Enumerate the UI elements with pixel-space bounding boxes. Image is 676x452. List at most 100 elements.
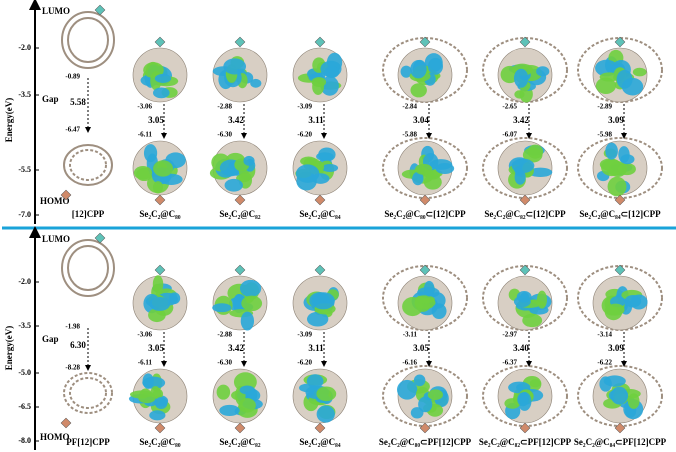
marker: [614, 264, 626, 276]
orbital-lobe: [312, 78, 324, 95]
marker: [154, 264, 166, 276]
tick-label: -5.5: [18, 165, 31, 174]
marker: [519, 422, 531, 434]
orbital-lobe: [412, 171, 424, 186]
marker: [314, 194, 326, 206]
orbital-lobe: [241, 295, 263, 312]
orbital-lobe: [514, 169, 526, 185]
orbital-lobe: [250, 78, 262, 88]
orbital-lobe: [148, 308, 166, 323]
orbital-lobe: [168, 292, 181, 305]
nanoring: [482, 265, 568, 331]
tick-label: -3.5: [18, 321, 31, 330]
marker: [234, 264, 246, 276]
orbital-lobe: [238, 398, 256, 413]
orbital-lobe: [143, 144, 158, 163]
orbital-lobe: [410, 60, 427, 79]
orbital-lobe: [216, 384, 231, 400]
homo-energy: -6.11: [138, 359, 153, 367]
lumo-label: LUMO: [42, 6, 70, 16]
homo-energy: -6.30: [217, 359, 232, 367]
column-name: Se₂C₂@C₈₄: [299, 209, 340, 219]
orbital-lobe: [423, 174, 442, 190]
lumo-label: LUMO: [42, 234, 70, 244]
lumo-energy: -3.11: [403, 331, 418, 339]
gap-value: 3.05: [148, 343, 164, 353]
orbital-lobe: [427, 57, 444, 75]
homo-energy: -6.47: [65, 126, 80, 134]
tick-label: -2.0: [18, 43, 31, 52]
marker: [314, 264, 326, 276]
orbital-lobe: [239, 279, 262, 298]
orbital-lobe: [400, 65, 412, 78]
lumo-energy: -1.98: [65, 323, 80, 331]
nanoring: [482, 37, 568, 103]
orbital-lobe: [427, 389, 443, 400]
lumo-energy: -2.97: [502, 331, 517, 339]
orbital-lobe: [435, 162, 455, 174]
homo-energy: -5.88: [402, 131, 417, 139]
orbital-lobe: [149, 296, 171, 311]
orbital-lobe: [504, 398, 521, 409]
gap-value: 3.11: [308, 343, 324, 353]
orbital-lobe: [627, 393, 640, 409]
homo-energy: -6.11: [138, 131, 153, 139]
marker: [60, 417, 72, 429]
column-name: Se₂C₂@C₈₂: [219, 437, 260, 447]
orbital-lobe: [321, 163, 339, 173]
gap-value: 3.40: [513, 343, 529, 353]
nanoring: [577, 37, 663, 103]
marker: [234, 36, 246, 48]
gap-value: 3.04: [413, 115, 429, 125]
orbital-lobe: [154, 73, 172, 83]
column-name: Se₂C₂@C₈₂: [219, 209, 260, 219]
marker: [234, 422, 246, 434]
nanoring: [63, 372, 113, 414]
lumo-energy: -3.06: [137, 331, 152, 339]
marker: [519, 264, 531, 276]
column-name: Se₂C₂@C₈₀⊂[12]CPP: [384, 209, 466, 219]
homo-energy: -6.07: [502, 131, 517, 139]
marker: [314, 422, 326, 434]
orbital-lobe: [529, 379, 541, 388]
orbital-lobe: [243, 155, 255, 166]
orbital-lobe: [152, 275, 164, 294]
orbital-lobe: [413, 374, 426, 387]
column-name: Se₂C₂@C₈₀⊂PF[12]CPP: [379, 437, 472, 447]
homo-energy: -6.20: [297, 131, 312, 139]
tick-label: -3.5: [18, 90, 31, 99]
orbital-lobe: [154, 396, 168, 409]
orbital-lobe: [415, 163, 433, 175]
nanoring: [69, 377, 107, 409]
marker: [419, 194, 431, 206]
tick-label: -8.0: [18, 436, 31, 445]
tick-label: -2.0: [18, 277, 31, 286]
column-name: [12]CPP: [72, 209, 105, 219]
nanoring: [69, 149, 107, 181]
orbital-lobe: [219, 404, 240, 416]
orbital-lobe: [138, 392, 156, 404]
column-name: Se₂C₂@C₈₀: [139, 437, 180, 447]
marker: [419, 422, 431, 434]
marker: [154, 194, 166, 206]
orbital-lobe: [522, 313, 543, 328]
homo-energy: -6.37: [502, 359, 517, 367]
orbital-lobe: [224, 178, 243, 192]
orbital-lobe: [306, 311, 329, 327]
orbital-lobe: [223, 58, 247, 75]
gap-value: 5.58: [70, 97, 86, 107]
lumo-energy: -3.09: [297, 331, 312, 339]
column-name: Se₂C₂@C₈₄⊂PF[12]CPP: [574, 437, 667, 447]
orbital-lobe: [324, 66, 340, 79]
orbital-lobe: [527, 144, 544, 159]
orbital-lobe: [517, 392, 529, 407]
marker: [614, 36, 626, 48]
tick-label: -6.5: [18, 402, 31, 411]
axis-label: Energy(eV): [4, 326, 14, 371]
gap-value: 3.05: [413, 343, 429, 353]
marker: [154, 36, 166, 48]
lumo-energy: -3.14: [597, 331, 612, 339]
tick-label: -7.0: [18, 210, 31, 219]
orbital-lobe: [306, 374, 324, 389]
